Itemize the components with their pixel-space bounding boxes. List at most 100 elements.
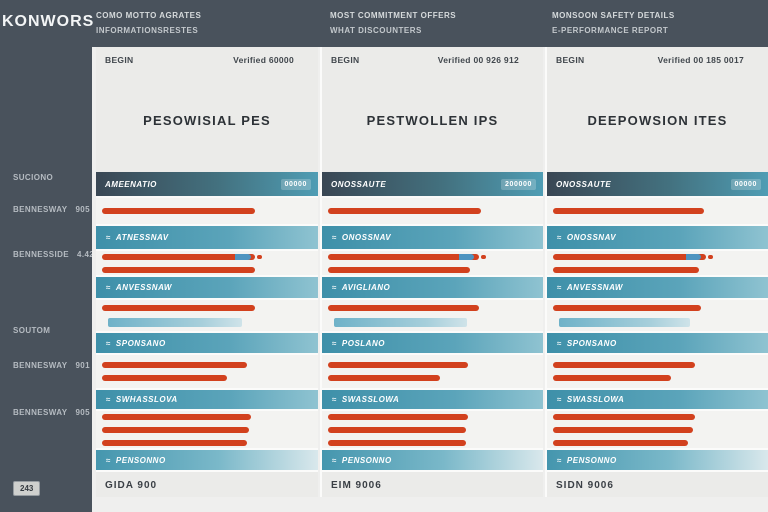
plan-title-area: PESOWISIAL PES	[96, 69, 318, 172]
verified-label: Verified 60000	[233, 55, 294, 65]
comparison-area: BEGIN Verified 60000 PESOWISIAL PES AMEENAT…	[92, 47, 768, 512]
section-label: PENSONNO	[115, 455, 166, 465]
sidebar-item-value: 901	[75, 361, 90, 370]
squiggle-icon: ≈	[106, 338, 111, 348]
verified-label: Verified 00 185 0017	[657, 55, 744, 65]
plan-title-area: PESTWOLLEN IPS	[322, 69, 543, 172]
sidebar-item-label: BENNESWAY	[13, 408, 68, 417]
plan-band[interactable]: ONOSSAUTE 200000	[322, 172, 543, 198]
section-label-row: ≈ SWHASSLOVA	[96, 390, 318, 411]
squiggle-icon: ≈	[557, 283, 562, 292]
squiggle-icon: ≈	[106, 283, 111, 292]
metric-bar-row	[322, 355, 543, 390]
plan-footer: GIDA 900	[105, 480, 158, 491]
column-header-line1: COMO MOTTO AGRATES	[96, 11, 202, 20]
metric-bar-row	[96, 198, 318, 226]
section-label-row: ≈ PENSONNO	[547, 450, 768, 472]
section-label-row: ≈ AVIGLIANO	[322, 277, 543, 300]
metric-bar-red	[328, 439, 466, 446]
section-label-row: ≈ SWASSLOWA	[547, 390, 768, 411]
sidebar-item-label: SUCIONO	[13, 173, 54, 182]
metric-bar-red	[102, 413, 252, 420]
column-header: MONSOON SAFETY DETAILS E-PERFORMANCE REPO…	[552, 8, 768, 38]
column-header-line2: WHAT DISCOUNTERS	[330, 26, 422, 35]
metric-bar-row	[96, 251, 318, 277]
metric-bar-red	[328, 266, 470, 273]
begin-button[interactable]: BEGIN	[331, 55, 360, 65]
sidebar-item[interactable]: BENNESWAY 901	[13, 361, 90, 370]
squiggle-icon: ≈	[332, 395, 337, 404]
metric-bar-red	[102, 304, 256, 311]
column-header-line2: E-PERFORMANCE REPORT	[552, 26, 669, 35]
section-label-row: ≈ PENSONNO	[322, 450, 543, 472]
bar-blue-segment	[235, 253, 251, 260]
column-header-line1: MOST COMMITMENT OFFERS	[330, 11, 457, 20]
plan-title: DEEPOWSION ITES	[587, 113, 728, 128]
metric-bar-red	[328, 375, 440, 381]
metric-bar-row	[322, 411, 543, 450]
metric-bar-red	[328, 426, 466, 433]
metric-bar-row	[322, 300, 543, 333]
section-label: SWASSLOWA	[341, 395, 400, 404]
verified-label: Verified 00 926 912	[437, 55, 519, 65]
brand-logo: KONWORS	[2, 13, 95, 30]
section-label-row: ≈ ANVESSNAW	[547, 277, 768, 300]
bar-red-tip	[257, 254, 263, 259]
begin-row: BEGIN Verified 00 185 0017	[547, 47, 768, 69]
column-header: COMO MOTTO AGRATES INFORMATIONSRESTES	[96, 8, 314, 38]
sidebar-item-value: 905	[75, 408, 90, 417]
squiggle-icon: ≈	[557, 455, 562, 465]
metric-bar-red	[102, 426, 249, 433]
sidebar-item[interactable]: BENNESSIDE 4.42	[13, 250, 94, 259]
column-divider	[545, 47, 548, 497]
section-label-row: ≈ POSLANO	[322, 333, 543, 355]
section-label-row: ≈ PENSONNO	[96, 450, 318, 472]
sidebar-item[interactable]: SOUTOM	[13, 326, 50, 335]
section-label-row: ≈ SPONSANO	[96, 333, 318, 355]
section-label: ATNESSNAV	[115, 233, 169, 242]
plan-band-label: AMEENATIO	[105, 179, 157, 189]
metric-bar-teal	[559, 317, 691, 327]
metric-bar-red	[328, 413, 468, 420]
begin-button[interactable]: BEGIN	[556, 55, 585, 65]
metric-bar-red	[553, 266, 700, 273]
plan-title: PESOWISIAL PES	[143, 113, 271, 128]
metric-bar-row	[96, 300, 318, 333]
column-header-line1: MONSOON SAFETY DETAILS	[552, 11, 675, 20]
section-label: ANVESSNAW	[566, 283, 623, 292]
section-label-row: ≈ ATNESSNAV	[96, 226, 318, 251]
section-label-row: ≈ SPONSANO	[547, 333, 768, 355]
metric-bar-row	[96, 355, 318, 390]
metric-bar-red	[102, 266, 256, 273]
plan-band[interactable]: ONOSSAUTE 00000	[547, 172, 768, 198]
metric-bar-red	[328, 253, 486, 260]
squiggle-icon: ≈	[557, 338, 562, 348]
plan-title: PESTWOLLEN IPS	[366, 113, 499, 128]
sidebar-item-value: 905	[75, 205, 90, 214]
section-label: ANVESSNAW	[115, 283, 172, 292]
metric-bar-red	[553, 253, 713, 260]
sidebar-item[interactable]: SUCIONO	[13, 173, 53, 182]
metric-bar-red	[553, 304, 702, 311]
sidebar-page-badge[interactable]: 243	[13, 481, 41, 496]
plan-band[interactable]: AMEENATIO 00000	[96, 172, 318, 198]
metric-bar-red	[553, 362, 695, 368]
sidebar-item[interactable]: BENNESWAY 905	[13, 205, 90, 214]
section-label: ONOSSNAV	[566, 233, 617, 242]
metric-bar-row	[547, 411, 768, 450]
sidebar: SUCIONO BENNESWAY 905 BENNESSIDE 4.42 SOUTOM B…	[0, 47, 94, 512]
begin-row: BEGIN Verified 00 926 912	[322, 47, 543, 69]
section-label-row: ≈ SWASSLOWA	[322, 390, 543, 411]
plan-band-label: ONOSSAUTE	[556, 179, 612, 189]
sidebar-item[interactable]: BENNESWAY 905	[13, 408, 90, 417]
bar-red-tip	[707, 254, 713, 259]
metric-bar-row	[547, 300, 768, 333]
begin-button[interactable]: BEGIN	[105, 55, 134, 65]
metric-bar-red	[102, 253, 263, 260]
squiggle-icon: ≈	[332, 233, 337, 242]
metric-bar-teal	[108, 317, 242, 327]
metric-bar-row	[547, 251, 768, 277]
sidebar-item-value: 4.42	[77, 250, 95, 259]
section-label: PENSONNO	[566, 455, 617, 465]
squiggle-icon: ≈	[557, 395, 562, 404]
